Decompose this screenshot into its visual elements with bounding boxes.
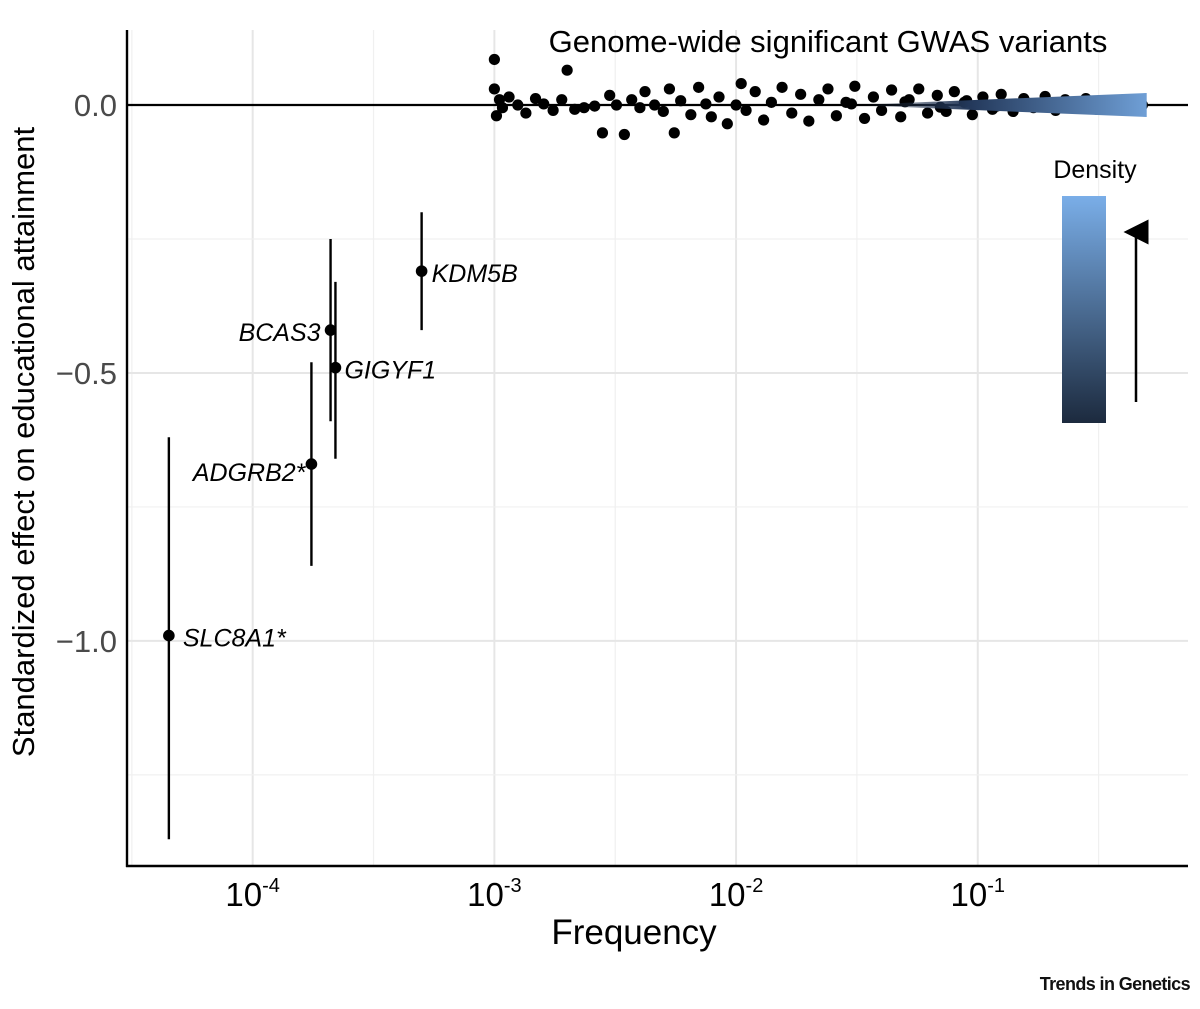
common-variant-point — [875, 104, 888, 116]
common-variant-point — [663, 83, 676, 95]
common-variant-point — [578, 102, 590, 114]
common-variant-point — [626, 94, 638, 106]
x-tick-labels: 10-4 10-3 10-2 10-1 — [225, 875, 1005, 913]
x-tick-label: 10-1 — [951, 875, 1006, 913]
common-variant-point — [668, 127, 680, 139]
common-variant-point — [948, 86, 960, 98]
common-variant-point — [995, 88, 1007, 100]
legend-title: Density — [1053, 156, 1137, 184]
common-variant-point — [589, 100, 601, 112]
density-color-bar — [1062, 196, 1106, 423]
common-variant-point — [705, 111, 717, 123]
common-variant-point — [867, 91, 880, 103]
common-variant-point — [569, 103, 581, 115]
common-variant-point — [639, 86, 651, 98]
x-tick-exponent: -4 — [262, 875, 280, 897]
gene-label: BCAS3 — [239, 319, 321, 347]
common-variant-point — [765, 96, 777, 108]
common-variant-point — [610, 99, 623, 111]
y-tick-label: −1.0 — [56, 624, 117, 659]
rare-variant-point — [324, 324, 337, 336]
y-tick-labels: 0.0 −0.5 −1.0 — [56, 88, 117, 659]
x-tick-exponent: -2 — [746, 875, 764, 897]
common-variant-point — [713, 91, 725, 103]
common-variant-point — [529, 92, 542, 105]
common-variants — [488, 53, 1149, 141]
common-variant-point — [488, 83, 500, 95]
common-variant-point — [538, 98, 550, 110]
rare-variant-point — [415, 265, 428, 277]
common-variant-point — [758, 114, 770, 126]
common-variant-point — [822, 83, 834, 95]
common-variant-point — [795, 88, 807, 100]
common-variant-point — [496, 102, 509, 114]
common-variant-point — [921, 107, 934, 119]
common-variant-point — [618, 128, 630, 141]
common-variant-point — [547, 104, 559, 116]
chart-title: Genome-wide significant GWAS variants — [549, 24, 1108, 59]
x-tick-exponent: -3 — [504, 875, 522, 897]
y-axis-title: Standardized effect on educational attai… — [6, 127, 41, 758]
common-variant-point — [556, 94, 568, 106]
common-variant-point — [740, 104, 752, 116]
common-variant-point — [700, 98, 712, 110]
common-variant-point — [604, 89, 616, 101]
gene-label: KDM5B — [432, 260, 518, 288]
x-tick-label: 10-2 — [709, 875, 764, 913]
common-variant-point — [730, 99, 742, 111]
x-tick-base: 10 — [225, 876, 262, 913]
rare-variant-point — [163, 629, 175, 642]
common-variant-point — [858, 112, 871, 125]
common-variant-point — [721, 118, 733, 130]
common-variant-point — [803, 115, 815, 127]
common-variant-point — [675, 95, 687, 107]
x-tick-base: 10 — [709, 876, 746, 913]
credit-logo: Trends in Genetics — [1039, 974, 1191, 994]
common-variant-point — [776, 81, 788, 93]
common-variant-point — [503, 91, 515, 103]
x-axis-title: Frequency — [551, 913, 717, 952]
common-variant-point — [490, 110, 503, 122]
common-variant-point — [885, 84, 898, 96]
x-tick-label: 10-4 — [225, 875, 280, 913]
x-tick-label: 10-3 — [467, 875, 522, 913]
common-variant-point — [830, 110, 842, 122]
common-variant-point — [512, 99, 524, 111]
common-variant-point — [657, 105, 669, 118]
common-variant-point — [966, 109, 978, 121]
common-variant-point — [735, 77, 747, 90]
common-variant-point — [913, 83, 925, 95]
x-tick-base: 10 — [951, 876, 988, 913]
common-variant-point — [849, 80, 861, 92]
y-tick-label: −0.5 — [56, 356, 117, 391]
gene-label: SLC8A1* — [183, 625, 287, 653]
common-variant-point — [786, 107, 798, 119]
density-band — [851, 93, 1147, 118]
x-tick-exponent: -1 — [987, 875, 1005, 897]
common-variant-point — [813, 94, 825, 106]
density-legend: Density — [1053, 156, 1149, 423]
common-variant-point — [561, 64, 573, 76]
rare-variants: KDM5B BCAS3 GIGYF1 ADGRB2* SLC8A1* — [163, 212, 518, 840]
common-variant-point — [895, 111, 907, 123]
rare-variant-point — [329, 361, 342, 374]
common-variant-point — [520, 107, 532, 119]
x-tick-base: 10 — [467, 876, 504, 913]
y-tick-label: 0.0 — [74, 88, 117, 123]
common-variant-point — [931, 89, 943, 101]
common-variant-point — [634, 102, 646, 114]
common-variant-point — [648, 99, 661, 111]
common-variant-point — [596, 127, 609, 139]
common-variant-point — [693, 81, 705, 93]
common-variant-point — [488, 53, 500, 66]
rare-variant-point — [305, 458, 318, 470]
common-variant-point — [749, 86, 761, 98]
axes — [125, 30, 1188, 868]
gene-label: GIGYF1 — [344, 357, 436, 385]
grid-lines — [127, 30, 1188, 866]
common-variant-point — [845, 98, 857, 110]
gene-label: ADGRB2* — [191, 459, 307, 487]
common-variant-point — [685, 109, 697, 121]
